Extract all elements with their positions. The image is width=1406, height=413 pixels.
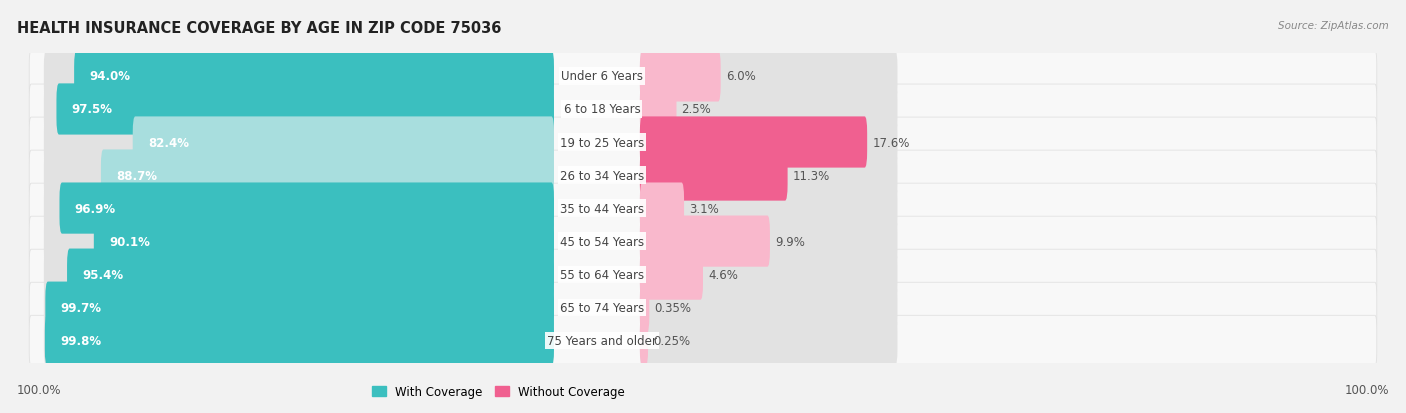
Text: 88.7%: 88.7% <box>117 169 157 182</box>
FancyBboxPatch shape <box>44 150 554 201</box>
Text: 6.0%: 6.0% <box>725 70 755 83</box>
Text: Source: ZipAtlas.com: Source: ZipAtlas.com <box>1278 21 1389 31</box>
FancyBboxPatch shape <box>44 249 554 300</box>
Text: 26 to 34 Years: 26 to 34 Years <box>560 169 644 182</box>
Text: 90.1%: 90.1% <box>110 235 150 248</box>
FancyBboxPatch shape <box>30 249 1376 299</box>
Text: 65 to 74 Years: 65 to 74 Years <box>560 301 644 314</box>
FancyBboxPatch shape <box>101 150 554 201</box>
Text: Under 6 Years: Under 6 Years <box>561 70 643 83</box>
Text: 82.4%: 82.4% <box>148 136 188 149</box>
Text: 97.5%: 97.5% <box>72 103 112 116</box>
Text: 99.8%: 99.8% <box>60 334 101 347</box>
Text: 0.25%: 0.25% <box>654 334 690 347</box>
FancyBboxPatch shape <box>44 51 554 102</box>
FancyBboxPatch shape <box>640 84 897 135</box>
Text: 45 to 54 Years: 45 to 54 Years <box>560 235 644 248</box>
FancyBboxPatch shape <box>640 84 676 135</box>
Text: HEALTH INSURANCE COVERAGE BY AGE IN ZIP CODE 75036: HEALTH INSURANCE COVERAGE BY AGE IN ZIP … <box>17 21 502 36</box>
Text: 0.35%: 0.35% <box>654 301 692 314</box>
Text: 94.0%: 94.0% <box>90 70 131 83</box>
FancyBboxPatch shape <box>44 282 554 333</box>
FancyBboxPatch shape <box>30 282 1376 332</box>
FancyBboxPatch shape <box>44 216 554 267</box>
Legend: With Coverage, Without Coverage: With Coverage, Without Coverage <box>371 385 626 398</box>
FancyBboxPatch shape <box>640 183 897 234</box>
FancyBboxPatch shape <box>640 117 868 168</box>
FancyBboxPatch shape <box>640 150 897 201</box>
FancyBboxPatch shape <box>640 51 721 102</box>
FancyBboxPatch shape <box>30 184 1376 233</box>
FancyBboxPatch shape <box>44 183 554 234</box>
FancyBboxPatch shape <box>59 183 554 234</box>
FancyBboxPatch shape <box>640 150 787 201</box>
FancyBboxPatch shape <box>44 117 554 168</box>
FancyBboxPatch shape <box>30 217 1376 266</box>
Text: 55 to 64 Years: 55 to 64 Years <box>560 268 644 281</box>
Text: 17.6%: 17.6% <box>872 136 910 149</box>
FancyBboxPatch shape <box>640 282 897 333</box>
FancyBboxPatch shape <box>640 117 897 168</box>
FancyBboxPatch shape <box>44 315 554 366</box>
FancyBboxPatch shape <box>30 85 1376 135</box>
FancyBboxPatch shape <box>94 216 554 267</box>
Text: 11.3%: 11.3% <box>793 169 830 182</box>
FancyBboxPatch shape <box>45 315 554 366</box>
FancyBboxPatch shape <box>30 316 1376 365</box>
FancyBboxPatch shape <box>132 117 554 168</box>
FancyBboxPatch shape <box>640 183 685 234</box>
Text: 99.7%: 99.7% <box>60 301 101 314</box>
Text: 6 to 18 Years: 6 to 18 Years <box>564 103 640 116</box>
FancyBboxPatch shape <box>640 216 897 267</box>
FancyBboxPatch shape <box>30 52 1376 102</box>
FancyBboxPatch shape <box>640 216 770 267</box>
FancyBboxPatch shape <box>45 282 554 333</box>
Text: 35 to 44 Years: 35 to 44 Years <box>560 202 644 215</box>
Text: 96.9%: 96.9% <box>75 202 115 215</box>
Text: 100.0%: 100.0% <box>1344 384 1389 396</box>
FancyBboxPatch shape <box>30 118 1376 168</box>
Text: 2.5%: 2.5% <box>682 103 711 116</box>
Text: 4.6%: 4.6% <box>709 268 738 281</box>
FancyBboxPatch shape <box>640 315 897 366</box>
Text: 75 Years and older: 75 Years and older <box>547 334 657 347</box>
FancyBboxPatch shape <box>640 315 648 366</box>
Text: 100.0%: 100.0% <box>17 384 62 396</box>
Text: 19 to 25 Years: 19 to 25 Years <box>560 136 644 149</box>
FancyBboxPatch shape <box>67 249 554 300</box>
Text: 3.1%: 3.1% <box>689 202 718 215</box>
Text: 95.4%: 95.4% <box>82 268 124 281</box>
FancyBboxPatch shape <box>640 249 703 300</box>
FancyBboxPatch shape <box>640 249 897 300</box>
FancyBboxPatch shape <box>75 51 554 102</box>
FancyBboxPatch shape <box>640 282 650 333</box>
FancyBboxPatch shape <box>30 151 1376 200</box>
FancyBboxPatch shape <box>56 84 554 135</box>
Text: 9.9%: 9.9% <box>775 235 804 248</box>
FancyBboxPatch shape <box>44 84 554 135</box>
FancyBboxPatch shape <box>640 51 897 102</box>
